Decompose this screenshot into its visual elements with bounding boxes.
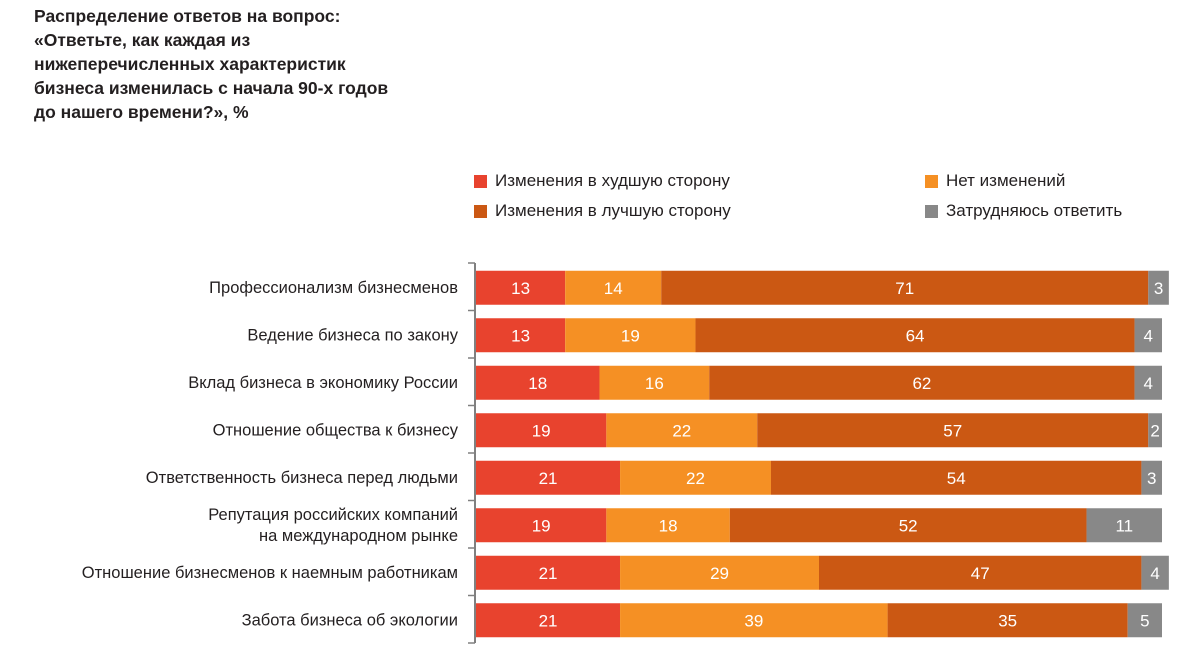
bar-segment	[1134, 318, 1162, 353]
bar-segment	[695, 318, 1135, 353]
data-label: 19	[532, 516, 551, 535]
data-label: 13	[511, 279, 530, 298]
data-label: 3	[1154, 279, 1163, 298]
legend-label-hard-to-say: Затрудняюсь ответить	[946, 201, 1123, 220]
data-label: 57	[943, 421, 962, 440]
data-label: 62	[912, 374, 931, 393]
bar-segment	[1127, 603, 1162, 638]
bar-segment	[606, 508, 730, 543]
bar-segment	[887, 603, 1128, 638]
data-label: 18	[659, 516, 678, 535]
bar-segment	[476, 460, 621, 495]
bar-segment	[770, 460, 1142, 495]
data-label: 2	[1150, 421, 1159, 440]
bar-segment	[476, 270, 566, 305]
legend-label-no-change: Нет изменений	[946, 171, 1066, 190]
data-label: 35	[998, 611, 1017, 630]
bar-segment	[1134, 365, 1162, 400]
data-label: 54	[947, 469, 966, 488]
bar-segment	[1141, 460, 1162, 495]
legend-swatch-no-change	[925, 174, 938, 188]
data-label: 5	[1140, 611, 1149, 630]
bar-segment	[620, 460, 771, 495]
data-label: 47	[971, 564, 990, 583]
legend-item-worse: Изменения в худшую сторону	[474, 171, 730, 191]
bar-segment	[476, 318, 566, 353]
bar-segment	[729, 508, 1087, 543]
bar-segment	[476, 365, 600, 400]
bar-segment	[476, 603, 621, 638]
bar-segment	[661, 270, 1149, 305]
legend-swatch-hard-to-say	[925, 204, 938, 218]
chart-title: Распределение ответов на вопрос: «Ответь…	[34, 6, 389, 122]
data-label: 21	[539, 469, 558, 488]
category-label-line: на международном рынке	[259, 527, 458, 545]
bar-segment	[620, 603, 888, 638]
category-label-line: Забота бизнеса об экологии	[242, 611, 458, 629]
data-label: 71	[895, 279, 914, 298]
bar-segment	[476, 413, 607, 448]
data-label: 16	[645, 374, 664, 393]
bar-segment	[620, 555, 819, 590]
data-label: 64	[906, 326, 925, 345]
data-label: 19	[621, 326, 640, 345]
legend-swatch-worse	[474, 174, 487, 188]
data-label: 4	[1144, 326, 1153, 345]
category-label: Отношение бизнесменов к наемным работник…	[82, 564, 458, 582]
legend-item-hard-to-say: Затрудняюсь ответить	[925, 201, 1122, 221]
data-label: 14	[604, 279, 623, 298]
bar-segment	[819, 555, 1142, 590]
legend-swatch-better	[474, 204, 487, 218]
bar-segment	[1086, 508, 1162, 543]
data-label: 11	[1115, 516, 1133, 535]
data-label: 19	[532, 421, 551, 440]
data-label: 21	[539, 564, 558, 583]
category-label: Репутация российских компаний на междунар…	[208, 506, 458, 545]
legend-item-better: Изменения в лучшую сторону	[474, 201, 731, 221]
bar-segment	[565, 270, 662, 305]
data-label: 52	[899, 516, 918, 535]
legend-label-better: Изменения в лучшую сторону	[495, 201, 731, 220]
legend-item-no-change: Нет изменений	[925, 171, 1065, 191]
bar-segment	[1148, 270, 1169, 305]
data-label: 4	[1144, 374, 1153, 393]
category-label: Профессионализм бизнесменов	[209, 279, 458, 297]
bar-segment	[757, 413, 1149, 448]
data-label: 29	[710, 564, 729, 583]
data-label: 22	[686, 469, 705, 488]
data-label: 22	[672, 421, 691, 440]
data-label: 39	[744, 611, 763, 630]
bar-segment	[599, 365, 710, 400]
data-label: 21	[539, 611, 558, 630]
data-label: 4	[1150, 564, 1159, 583]
category-label: Ведение бизнеса по закону	[247, 326, 458, 344]
bar-segment	[476, 555, 621, 590]
category-label-line: Ведение бизнеса по закону	[247, 326, 458, 344]
bar-segment	[606, 413, 758, 448]
category-label: Отношение общества к бизнесу	[213, 421, 459, 439]
data-label: 13	[511, 326, 530, 345]
category-label-line: Профессионализм бизнесменов	[209, 279, 458, 297]
bar-segment	[709, 365, 1135, 400]
category-label-line: Ответственность бизнеса перед людьми	[146, 469, 458, 487]
bar-segment	[1141, 555, 1169, 590]
data-label: 3	[1147, 469, 1156, 488]
bar-segment	[565, 318, 696, 353]
category-label: Вклад бизнеса в экономику России	[188, 374, 458, 392]
data-label: 18	[528, 374, 547, 393]
category-label: Ответственность бизнеса перед людьми	[146, 469, 458, 487]
category-label-line: Репутация российских компаний	[208, 506, 458, 524]
category-label-line: Отношение бизнесменов к наемным работник…	[82, 564, 458, 582]
category-label-line: Отношение общества к бизнесу	[213, 421, 459, 439]
legend-label-worse: Изменения в худшую сторону	[495, 171, 730, 190]
bar-segment	[476, 508, 607, 543]
category-label: Забота бизнеса об экологии	[242, 611, 458, 629]
category-label-line: Вклад бизнеса в экономику России	[188, 374, 458, 392]
bar-segment	[1148, 413, 1162, 448]
